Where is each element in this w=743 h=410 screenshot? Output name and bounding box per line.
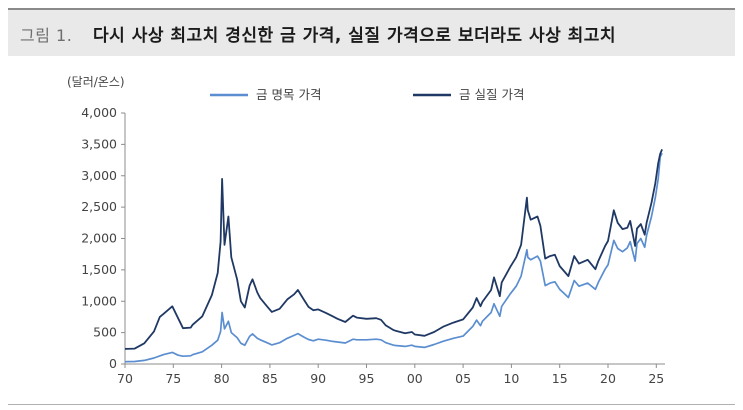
y-tick-label: 4,000	[81, 105, 117, 120]
real-price-line	[124, 149, 663, 350]
y-tick-label: 1,000	[81, 293, 117, 308]
series-layer	[124, 149, 663, 363]
y-axis-unit-label: (달러/온스)	[67, 75, 125, 89]
x-axis: 70 75 80 85 90 95 00 05 10 15 20 25	[117, 363, 665, 386]
x-tick-label: 10	[503, 371, 519, 386]
legend-label: 금 실질 가격	[459, 87, 524, 102]
nominal-price-line	[124, 152, 663, 363]
x-tick-label: 20	[600, 371, 616, 386]
legend: 금 명목 가격 금 실질 가격	[210, 87, 524, 102]
bottom-divider	[8, 404, 735, 405]
x-tick-label: 75	[165, 371, 181, 386]
y-axis: 0 500 1,000 1,500 2,000 2,500 3,000 3,500 4,000	[81, 105, 126, 371]
chart-title: 다시 사상 최고치 경신한 금 가격, 실질 가격으로 보더라도 사상 최고치	[93, 26, 617, 46]
x-tick-label: 05	[455, 371, 471, 386]
x-tick-label: 80	[214, 371, 230, 386]
y-tick-label: 3,500	[81, 136, 117, 151]
x-tick-label: 15	[552, 371, 568, 386]
x-tick-label: 90	[310, 371, 326, 386]
x-tick-label: 70	[117, 371, 133, 386]
y-tick-label: 2,500	[81, 199, 117, 214]
title-bar: 그림 1. 다시 사상 최고치 경신한 금 가격, 실질 가격으로 보더라도 사…	[8, 8, 735, 56]
y-tick-label: 2,000	[81, 231, 117, 246]
y-tick-label: 0	[109, 356, 117, 371]
x-tick-label: 85	[262, 371, 278, 386]
y-tick-label: 1,500	[81, 262, 117, 277]
x-tick-label: 25	[648, 371, 664, 386]
y-tick-label: 500	[93, 325, 117, 340]
x-tick-label: 00	[407, 371, 423, 386]
legend-label: 금 명목 가격	[256, 87, 321, 102]
y-tick-label: 3,000	[81, 168, 117, 183]
x-tick-label: 95	[359, 371, 375, 386]
figure-number: 그림 1.	[20, 26, 73, 45]
